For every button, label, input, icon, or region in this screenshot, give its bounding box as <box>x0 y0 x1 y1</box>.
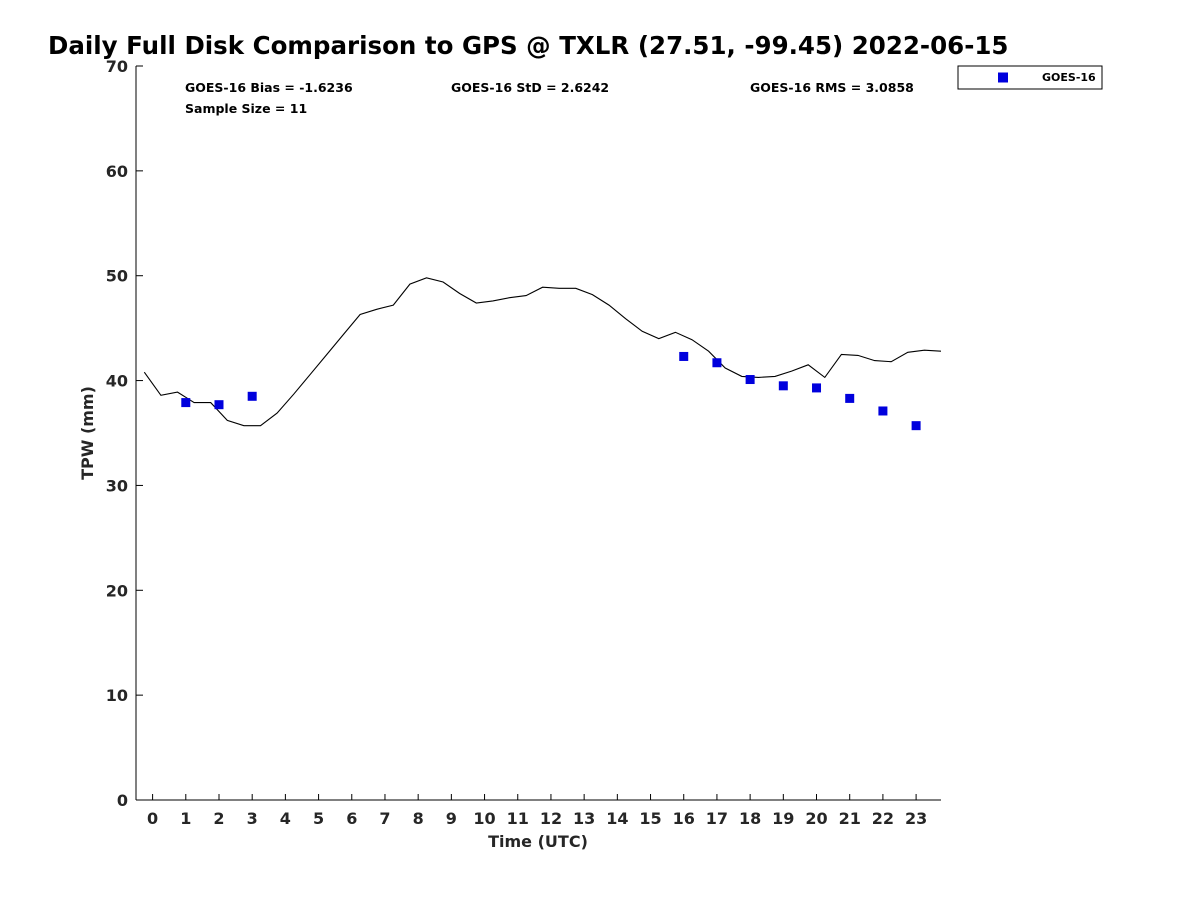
x-tick-label: 4 <box>280 809 291 828</box>
y-tick-label: 70 <box>106 57 128 76</box>
chart-title: Daily Full Disk Comparison to GPS @ TXLR… <box>48 31 1008 60</box>
goes16-point <box>812 383 822 393</box>
stat-std: GOES-16 StD = 2.6242 <box>451 80 609 95</box>
goes16-point <box>845 393 855 403</box>
series-layer <box>143 277 942 431</box>
x-ticks: 0 1 2 3 4 5 6 7 8 9 10 11 12 13 14 15 16 17 18 19 20 21 22 23 <box>147 794 927 828</box>
x-tick-label: 1 <box>180 809 191 828</box>
legend-label-goes16: GOES-16 <box>1042 71 1096 84</box>
goes16-point <box>878 406 888 416</box>
y-tick-label: 0 <box>117 791 128 810</box>
y-tick-label: 50 <box>106 267 128 286</box>
stat-bias: GOES-16 Bias = -1.6236 <box>185 80 353 95</box>
legend: GOES-16 <box>957 65 1103 90</box>
legend-box <box>957 65 1103 90</box>
x-tick-label: 20 <box>805 809 827 828</box>
y-tick-label: 30 <box>106 476 128 495</box>
y-tick-label: 40 <box>106 372 128 391</box>
x-tick-label: 5 <box>313 809 324 828</box>
y-ticks: 0 10 20 30 40 50 60 70 <box>106 57 143 810</box>
x-tick-label: 6 <box>346 809 357 828</box>
goes16-point <box>745 375 755 385</box>
y-tick-label: 20 <box>106 581 128 600</box>
x-tick-label: 15 <box>639 809 661 828</box>
y-tick-label: 10 <box>106 686 128 705</box>
x-tick-label: 2 <box>213 809 224 828</box>
goes16-point <box>712 358 722 368</box>
x-tick-label: 17 <box>706 809 728 828</box>
x-tick-label: 16 <box>673 809 695 828</box>
goes16-point <box>214 400 224 410</box>
x-tick-label: 23 <box>905 809 927 828</box>
stat-rms: GOES-16 RMS = 3.0858 <box>750 80 914 95</box>
stat-sample-size: Sample Size = 11 <box>185 101 307 116</box>
gps-tpw-line <box>143 277 942 427</box>
goes16-point <box>778 381 788 391</box>
x-tick-label: 11 <box>507 809 529 828</box>
stats-annotations: GOES-16 Bias = -1.6236 GOES-16 StD = 2.6… <box>185 80 914 116</box>
x-tick-label: 22 <box>872 809 894 828</box>
goes16-point <box>247 391 257 401</box>
x-tick-label: 7 <box>379 809 390 828</box>
y-axis-label: TPW (mm) <box>78 386 97 480</box>
x-tick-label: 13 <box>573 809 595 828</box>
x-tick-label: 0 <box>147 809 158 828</box>
x-tick-label: 14 <box>606 809 628 828</box>
x-tick-label: 21 <box>839 809 861 828</box>
plot-area <box>135 66 941 801</box>
x-tick-label: 3 <box>247 809 258 828</box>
y-tick-label: 60 <box>106 162 128 181</box>
x-tick-label: 9 <box>446 809 457 828</box>
goes16-point <box>181 398 191 408</box>
goes16-point <box>911 421 921 431</box>
x-tick-label: 8 <box>413 809 424 828</box>
x-tick-label: 19 <box>772 809 794 828</box>
goes16-point <box>679 351 689 361</box>
x-axis-label: Time (UTC) <box>488 832 588 851</box>
x-tick-label: 10 <box>473 809 495 828</box>
x-tick-label: 12 <box>540 809 562 828</box>
x-tick-label: 18 <box>739 809 761 828</box>
legend-marker-goes16 <box>998 72 1008 83</box>
